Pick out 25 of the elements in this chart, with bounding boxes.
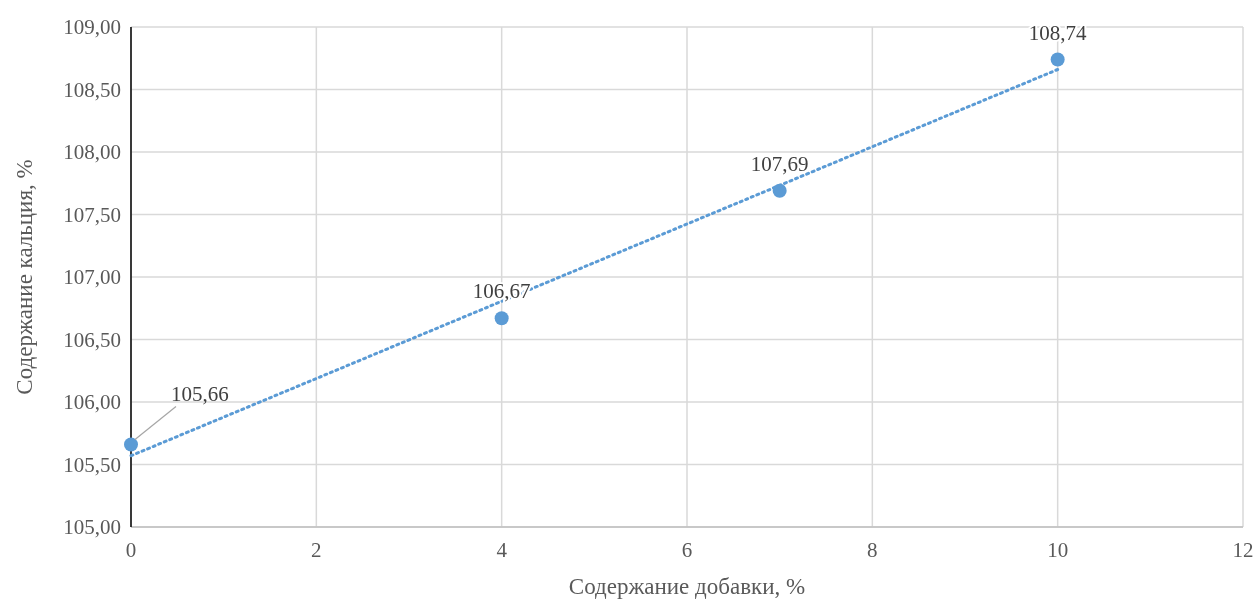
point [772,183,787,198]
x-tick-label: 6 [681,538,693,562]
y-tick-label: 108,00 [63,140,121,164]
point [1050,52,1065,67]
y-tick-label: 108,50 [63,77,121,102]
y-tick-label: 107,50 [63,202,121,227]
x-tick-label: 0 [125,538,137,562]
point [124,437,138,452]
y-tick-label: 109,00 [63,15,121,39]
y-tick-label: 107,00 [63,265,121,289]
x-tick-label: 2 [311,538,322,562]
y-axis-title: Содержание кальция, % [12,159,37,395]
data-label: 105,66 [171,381,229,406]
data-label: 108,74 [1028,20,1088,45]
data-label: 107,69 [750,151,809,176]
x-axis-title: Содержание добавки, % [568,574,806,599]
y-tick-label: 106,50 [63,327,121,352]
y-tick-label: 105,50 [63,452,121,477]
y-tick-label: 105,00 [63,515,121,539]
x-tick-label: 8 [867,538,878,562]
x-tick-label: 4 [496,538,508,562]
y-tick-label: 106,00 [63,390,121,414]
x-tick-label: 12 [1232,538,1254,562]
x-tick-label: 10 [1047,538,1069,562]
point [494,311,509,326]
